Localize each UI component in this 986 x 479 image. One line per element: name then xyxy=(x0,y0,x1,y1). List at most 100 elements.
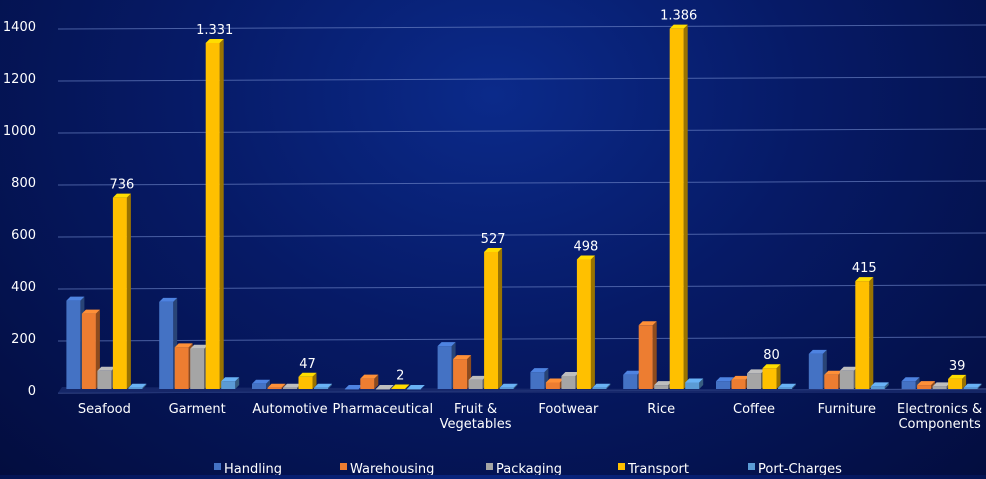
bar-top xyxy=(530,368,549,373)
bar-front xyxy=(654,385,669,389)
y-tick-label: 200 xyxy=(11,332,36,347)
gridline xyxy=(57,128,986,134)
bar-side xyxy=(126,193,131,389)
gridline xyxy=(57,336,986,342)
bar xyxy=(252,379,270,389)
bar-front xyxy=(716,381,730,389)
bar xyxy=(159,297,178,389)
bar-top xyxy=(654,381,673,386)
bar xyxy=(839,366,858,389)
bar-front xyxy=(112,197,127,389)
bar xyxy=(530,368,549,389)
bar xyxy=(576,255,595,389)
y-tick-label: 800 xyxy=(11,176,36,191)
bar-side xyxy=(884,382,889,389)
bar-top xyxy=(298,372,317,377)
y-tick-label: 400 xyxy=(11,280,36,295)
bar-front xyxy=(468,379,483,389)
bar xyxy=(561,372,580,389)
bar-side xyxy=(374,374,379,389)
bar xyxy=(267,383,286,389)
bar-top xyxy=(221,377,240,382)
bar-side xyxy=(792,383,796,389)
bar-side xyxy=(498,247,503,389)
bar-front xyxy=(839,370,854,389)
legend-label: Handling xyxy=(224,462,282,475)
bar xyxy=(344,385,363,390)
bar-top xyxy=(839,366,858,371)
bar-side xyxy=(513,383,518,389)
bar-front xyxy=(267,387,282,389)
bar-front xyxy=(747,373,761,389)
bar-side xyxy=(962,374,967,389)
data-label: 2 xyxy=(396,368,404,383)
bar xyxy=(778,383,796,389)
bar-front xyxy=(190,348,205,389)
category-label: Seafood xyxy=(78,402,131,417)
bar-front xyxy=(824,374,839,389)
category-label: Garment xyxy=(169,402,226,417)
bar xyxy=(205,38,224,389)
bar-side xyxy=(312,372,317,389)
bar-top xyxy=(778,383,796,388)
bar-top xyxy=(283,383,301,388)
bar xyxy=(592,383,611,389)
bar xyxy=(963,383,982,389)
bar-top xyxy=(499,383,518,388)
bar xyxy=(174,343,193,389)
bar-top xyxy=(468,375,487,380)
category-label: Electronics & xyxy=(897,402,982,417)
data-label: 498 xyxy=(573,240,598,255)
legend-label: Packaging xyxy=(496,462,562,475)
bar xyxy=(685,378,704,389)
bar xyxy=(360,374,379,389)
gridline xyxy=(57,76,986,82)
bar xyxy=(484,247,503,389)
bar-front xyxy=(592,387,607,389)
bar-top xyxy=(747,369,765,374)
bar xyxy=(314,383,332,389)
bar-top xyxy=(963,383,982,388)
category-label: Footwear xyxy=(538,402,599,417)
bar-front xyxy=(453,359,468,389)
bar-front xyxy=(778,387,792,389)
bar xyxy=(190,344,209,389)
bar-side xyxy=(405,384,410,389)
bar-top xyxy=(808,349,827,354)
gridline xyxy=(57,284,986,290)
bar-top xyxy=(917,381,936,386)
bar-top xyxy=(128,383,147,388)
bar xyxy=(499,383,518,389)
bar-front xyxy=(97,370,112,389)
bar xyxy=(391,384,410,389)
bar-side xyxy=(95,309,100,389)
bar-front xyxy=(638,325,653,389)
y-tick-label: 600 xyxy=(11,228,36,243)
bar-top xyxy=(484,247,503,252)
category-labels: Seafood Garment Automotive Pharmaceutical Fr… xyxy=(78,402,982,432)
bar-front xyxy=(917,385,932,389)
bar-side xyxy=(683,24,688,389)
bar-front xyxy=(901,381,916,389)
bar-side xyxy=(869,277,874,389)
data-labels: 736 1.331 47 2 527 498 1.386 80 415 39 xyxy=(109,9,965,384)
bar-front xyxy=(375,389,390,390)
bar-front xyxy=(963,387,978,389)
bar-top xyxy=(252,379,270,384)
legend-label: Port-Charges xyxy=(758,462,842,475)
bar xyxy=(747,369,765,389)
y-tick-label: 0 xyxy=(28,384,36,399)
data-label: 1.331 xyxy=(196,23,233,38)
bar-front xyxy=(437,346,452,389)
bar-side xyxy=(652,321,657,389)
bar-side xyxy=(590,255,595,389)
bar-front xyxy=(360,378,375,389)
data-label: 527 xyxy=(481,232,506,247)
bar xyxy=(437,342,456,389)
bar-top xyxy=(901,377,920,382)
bar-top xyxy=(545,378,564,383)
bar-front xyxy=(530,372,545,389)
bar-front xyxy=(344,389,359,390)
legend: Handling Warehousing Packaging Transport Por… xyxy=(214,462,842,477)
bar xyxy=(128,383,147,389)
